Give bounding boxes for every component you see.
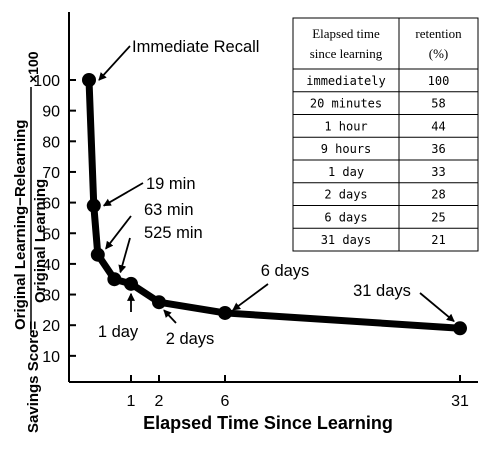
table-cell-time: 20 minutes — [310, 97, 382, 111]
x-tick-label: 2 — [155, 393, 164, 410]
table-cell-retention: 33 — [431, 165, 445, 179]
y-axis-label-numerator: Original Learning−Relearning — [12, 120, 29, 330]
y-ticks: 10 20 30 40 50 60 70 80 90 100 — [33, 73, 76, 366]
retention-table: Elapsed time since learning retention (%) im… — [292, 17, 479, 252]
table-cell-time: 2 days — [324, 188, 367, 202]
y-tick-label: 10 — [42, 349, 60, 366]
y-tick-label: 70 — [42, 165, 60, 182]
table-cell-retention: 28 — [431, 188, 445, 202]
table-cell-retention: 25 — [431, 210, 445, 224]
point-annotation-label: 6 days — [261, 262, 310, 280]
y-tick-label: 100 — [33, 73, 60, 90]
point-annotation-label: 1 day — [98, 323, 139, 341]
data-point — [124, 276, 138, 291]
axes — [68, 12, 478, 383]
point-annotation-arrow — [105, 215, 132, 250]
table-header-cell: retention — [415, 26, 462, 41]
point-annotation-label: Immediate Recall — [132, 38, 259, 56]
y-tick-label: 50 — [42, 226, 60, 243]
y-tick-label: 20 — [42, 318, 60, 335]
table-cell-time: 9 hours — [321, 142, 372, 156]
point-annotation-arrow — [232, 283, 269, 311]
data-point — [107, 272, 122, 287]
y-axis-label-prefix: Savings Score= — [25, 321, 42, 433]
data-point — [86, 198, 101, 213]
point-annotation-label: 525 min — [144, 224, 203, 242]
point-annotation-label: 31 days — [353, 282, 411, 300]
point-annotation-arrow — [102, 182, 144, 207]
x-tick-label: 31 — [451, 393, 469, 410]
series-line — [85, 79, 461, 332]
y-axis-label-suffix: ×100 — [25, 51, 41, 83]
y-axis-label-denominator: Original Learning — [32, 179, 49, 303]
table-cell-retention: 21 — [431, 233, 445, 247]
table-header-cell: (%) — [429, 46, 449, 61]
point-annotation-label: 63 min — [144, 201, 194, 219]
point-annotation-arrow — [163, 309, 177, 324]
retention-series — [82, 73, 467, 336]
table-cell-time: immediately — [306, 74, 385, 88]
y-tick-label: 40 — [42, 257, 60, 274]
point-annotation-label: 19 min — [146, 175, 196, 193]
table-cell-retention: 44 — [431, 119, 445, 133]
y-tick-label: 90 — [42, 104, 60, 121]
table-cell-retention: 58 — [431, 97, 445, 111]
y-tick-label: 60 — [42, 196, 60, 213]
x-tick-label: 1 — [127, 393, 136, 410]
data-point — [218, 305, 232, 320]
table-cell-retention: 36 — [431, 142, 445, 156]
table-header-cell: since learning — [310, 46, 383, 61]
y-tick-label: 30 — [42, 288, 60, 305]
x-axis-label: Elapsed Time Since Learning — [143, 413, 393, 433]
point-annotation-arrow — [118, 237, 131, 274]
table-border — [292, 17, 479, 252]
data-point — [453, 321, 467, 336]
x-tick-label: 6 — [221, 393, 230, 410]
table-cell-retention: 100 — [428, 74, 450, 88]
table-cell-time: 31 days — [321, 233, 372, 247]
x-ticks: 1 2 6 31 — [127, 375, 469, 410]
data-point — [152, 295, 166, 310]
data-point — [82, 73, 96, 87]
y-tick-label: 80 — [42, 134, 60, 151]
table-header-cell: Elapsed time — [312, 26, 380, 41]
table-cell-time: 6 days — [324, 210, 367, 224]
table-cell-time: 1 hour — [324, 119, 367, 133]
point-annotation-arrow — [98, 45, 131, 81]
data-point — [90, 247, 105, 262]
point-annotation-arrow — [419, 292, 455, 322]
y-axis-label: Savings Score= Original Learning−Relearn… — [12, 51, 49, 433]
annotations: Immediate Recall 19 min 63 min 525 min 1 day… — [98, 38, 455, 348]
point-annotation-label: 2 days — [166, 330, 215, 348]
table-cell-time: 1 day — [328, 165, 364, 179]
